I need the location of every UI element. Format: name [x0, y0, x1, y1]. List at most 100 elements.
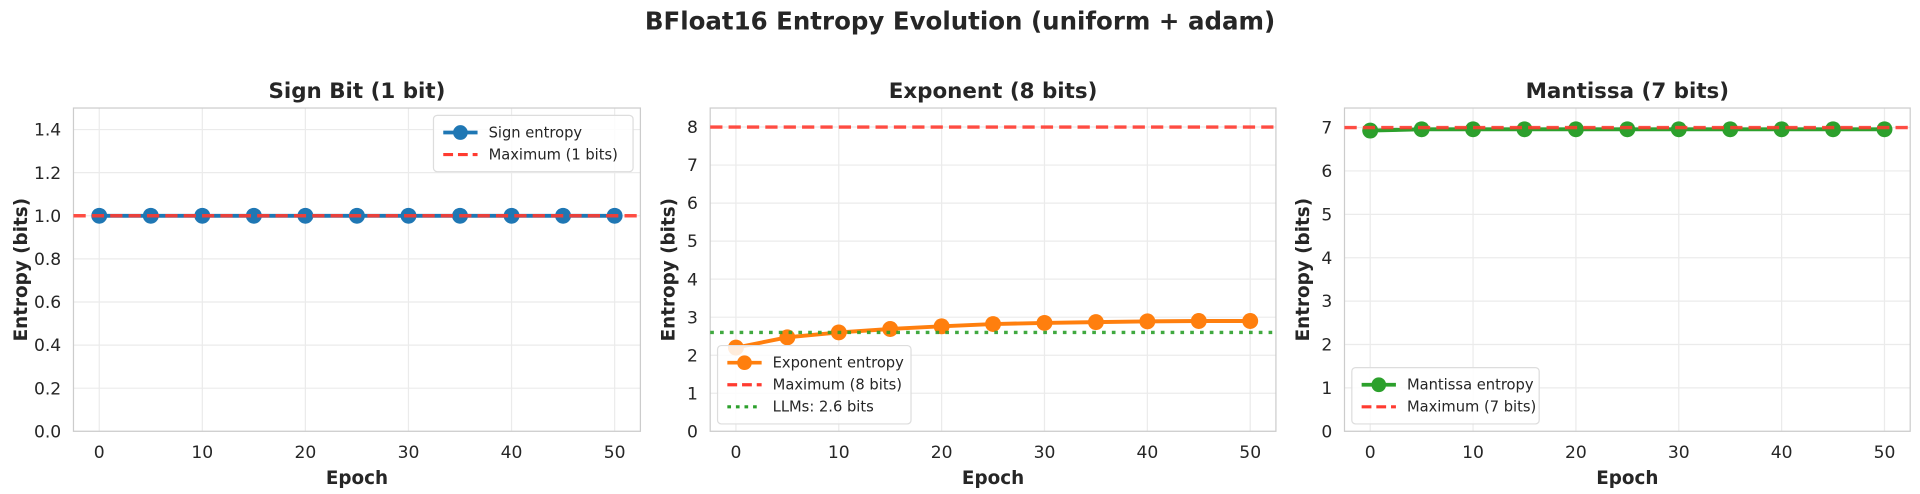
data-point	[1139, 313, 1156, 330]
x-tick-label: 30	[1668, 443, 1690, 463]
x-tick-label: 40	[501, 443, 523, 463]
y-tick-label: 6	[687, 194, 698, 214]
data-point	[1036, 314, 1053, 331]
y-tick-label: 4	[687, 270, 698, 290]
legend-item: Mantissa entropy	[1361, 377, 1534, 394]
data-point	[1876, 121, 1893, 138]
legend-item: Sign entropy	[443, 124, 582, 141]
data-point	[1190, 313, 1207, 329]
subplot-title: Exponent (8 bits)	[889, 79, 1098, 104]
x-tick-label: 20	[931, 443, 953, 463]
legend-box	[716, 344, 912, 425]
subplot-1: 0 10 20 30 40 50 0.0 0.2 0.4 0.6 0.8 1.0 1.2 1.4 Sign …	[11, 79, 642, 489]
legend-label: LLMs: 2.6 bits	[773, 399, 874, 416]
x-tick-label: 10	[191, 443, 213, 463]
x-tick-label: 50	[604, 443, 626, 463]
y-tick-label: 7	[687, 156, 698, 176]
legend-box	[1351, 367, 1540, 425]
legend-label: Maximum (7 bits)	[1407, 399, 1536, 416]
x-axis-label: Epoch	[326, 468, 388, 489]
x-axis-label: Epoch	[962, 468, 1024, 489]
y-tick-label: 0	[687, 422, 698, 442]
x-tick-label: 40	[1136, 443, 1158, 463]
x-tick-label: 30	[1034, 443, 1056, 463]
legend-box	[432, 114, 634, 173]
legend-marker	[737, 355, 752, 371]
axes-frame	[709, 107, 1277, 432]
y-tick-label: 3	[687, 308, 698, 328]
y-tick-label: 1.2	[34, 164, 61, 184]
legend-marker	[1371, 377, 1387, 393]
x-axis-label: Epoch	[1596, 468, 1658, 489]
legend-item: Maximum (1 bits)	[443, 146, 618, 163]
legend-label: Mantissa entropy	[1407, 377, 1534, 394]
x-tick-label: 20	[295, 443, 317, 463]
data-point	[1773, 121, 1790, 138]
x-tick-label: 50	[1874, 443, 1896, 463]
y-tick-label: 7	[1321, 119, 1332, 139]
legend-label: Maximum (8 bits)	[773, 377, 902, 394]
data-point	[1516, 121, 1533, 138]
y-axis-label: Entropy (bits)	[659, 198, 680, 341]
axes-frame	[1343, 107, 1911, 432]
y-axis-label: Entropy (bits)	[1293, 198, 1314, 341]
legend: Sign entropy Maximum (1 bits)	[432, 114, 634, 173]
data-point	[1722, 121, 1739, 138]
x-tick-label: 0	[94, 443, 105, 463]
data-point	[1567, 121, 1584, 138]
legend-item: Maximum (8 bits)	[727, 377, 902, 394]
y-tick-label: 6	[1321, 162, 1332, 182]
subplot-title: Mantissa (7 bits)	[1526, 79, 1730, 104]
y-tick-label: 1.0	[34, 207, 61, 227]
legend-label: Sign entropy	[489, 124, 583, 141]
x-tick-label: 10	[1462, 443, 1484, 463]
x-tick-label: 0	[730, 443, 741, 463]
x-tick-label: 10	[828, 443, 850, 463]
y-tick-label: 0.4	[34, 336, 61, 356]
subplot-title: Sign Bit (1 bit)	[268, 79, 445, 104]
y-tick-label: 4	[1321, 249, 1332, 269]
x-tick-label: 20	[1565, 443, 1587, 463]
x-tick-label: 30	[398, 443, 420, 463]
y-tick-label: 3	[1321, 292, 1332, 312]
data-point	[1619, 121, 1636, 138]
data-point	[1242, 313, 1259, 329]
y-tick-label: 1	[687, 384, 698, 404]
y-tick-label: 0.0	[34, 422, 61, 442]
data-point	[503, 207, 520, 224]
data-point	[1670, 121, 1687, 138]
subplot-3: 0 10 20 30 40 50 0 1 2 3 4 5 6 7 Mantissa (7 bits) Epoc…	[1293, 79, 1911, 489]
figure-title: BFloat16 Entropy Evolution (uniform + ad…	[645, 7, 1275, 36]
y-tick-label: 0.6	[34, 293, 61, 313]
y-tick-label: 5	[687, 232, 698, 252]
legend-item: Maximum (7 bits)	[1361, 399, 1536, 416]
y-tick-label: 0.8	[34, 250, 61, 270]
y-tick-label: 8	[687, 118, 698, 138]
data-point	[245, 207, 262, 224]
legend-label: Exponent entropy	[773, 355, 904, 372]
y-axis-label: Entropy (bits)	[11, 198, 32, 341]
y-tick-label: 2	[1321, 336, 1332, 356]
x-tick-label: 50	[1239, 443, 1261, 463]
legend-item: LLMs: 2.6 bits	[727, 399, 874, 416]
data-point	[1362, 122, 1379, 139]
y-tick-label: 0.2	[34, 379, 61, 399]
data-point	[1087, 314, 1104, 331]
legend: Mantissa entropy Maximum (7 bits)	[1351, 367, 1540, 425]
legend-item: Exponent entropy	[727, 355, 904, 372]
y-tick-label: 0	[1321, 422, 1332, 442]
data-point	[882, 321, 899, 337]
data-point	[1413, 121, 1430, 138]
data-point	[1465, 121, 1482, 138]
legend-label: Maximum (1 bits)	[489, 146, 618, 163]
y-tick-label: 5	[1321, 205, 1332, 225]
y-tick-label: 1.4	[34, 121, 61, 141]
data-point	[1825, 121, 1842, 138]
data-point	[985, 316, 1002, 332]
y-tick-label: 2	[687, 346, 698, 366]
x-tick-label: 0	[1365, 443, 1376, 463]
data-point	[933, 318, 950, 335]
legend: Exponent entropy Maximum (8 bits) LLMs: 2.…	[716, 344, 912, 425]
x-tick-label: 40	[1771, 443, 1793, 463]
